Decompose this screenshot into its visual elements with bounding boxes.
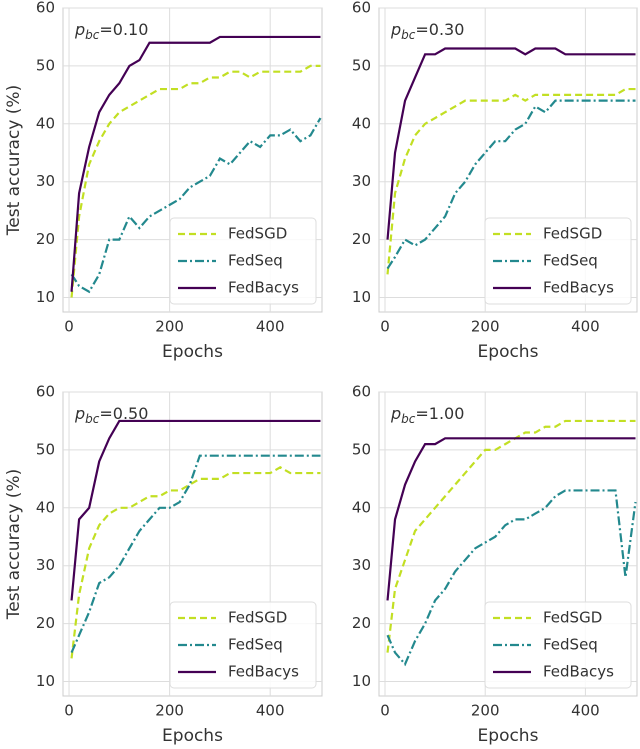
annotation-value: =1.00	[415, 404, 464, 423]
y-tick-label: 10	[36, 672, 55, 690]
legend-box	[484, 601, 632, 689]
line-series	[70, 454, 321, 654]
y-tick-label: 30	[36, 556, 55, 574]
y-tick-label: 30	[352, 172, 371, 190]
y-tick-label: 60	[352, 0, 371, 17]
x-tick-label: 200	[155, 702, 184, 720]
legend-label: FedSeq	[228, 252, 283, 270]
x-tick-label: 400	[256, 702, 285, 720]
x-axis-label: Epochs	[478, 726, 539, 746]
x-tick-label: 200	[471, 318, 500, 336]
y-tick-label: 60	[352, 383, 371, 401]
x-tick-label: 0	[380, 702, 390, 720]
y-tick-label: 10	[36, 288, 55, 306]
annotation: pbc=1.00	[390, 404, 464, 426]
x-tick-label: 200	[471, 702, 500, 720]
line-series	[70, 466, 321, 659]
line-series	[70, 117, 322, 294]
legend-label: FedSeq	[543, 252, 598, 270]
y-tick-label: 20	[36, 230, 55, 248]
legend-box	[169, 217, 317, 305]
annotation-symbol: p	[390, 404, 401, 423]
y-tick-label: 50	[36, 56, 55, 74]
annotation-subscript: bc	[401, 28, 416, 42]
y-tick-label: 10	[352, 672, 371, 690]
x-tick-label: 0	[64, 702, 74, 720]
annotation-symbol: p	[74, 20, 85, 39]
y-tick-label: 10	[352, 288, 371, 306]
y-axis-label: Test accuracy (%)	[4, 469, 24, 620]
y-tick-label: 50	[352, 56, 371, 74]
y-tick-label: 60	[36, 383, 55, 401]
y-tick-label: 20	[352, 614, 371, 632]
x-axis-label: Epochs	[162, 342, 223, 362]
y-tick-label: 60	[36, 0, 55, 17]
x-tick-label: 0	[64, 318, 74, 336]
y-axis-label: Test accuracy (%)	[4, 85, 24, 236]
line-series	[70, 64, 321, 298]
legend-label: FedBacys	[228, 663, 299, 681]
y-tick-label: 40	[36, 114, 55, 132]
legend-label: FedSGD	[228, 225, 287, 243]
line-series	[386, 47, 636, 240]
y-tick-label: 20	[36, 614, 55, 632]
y-tick-label: 40	[36, 498, 55, 516]
legend-box	[484, 217, 632, 305]
x-tick-label: 200	[155, 318, 184, 336]
annotation: pbc=0.30	[390, 20, 464, 42]
annotation: pbc=0.10	[74, 20, 148, 42]
y-tick-label: 50	[36, 440, 55, 458]
y-tick-label: 50	[352, 440, 371, 458]
line-series	[386, 489, 637, 667]
annotation-value: =0.30	[415, 20, 464, 39]
legend-box	[169, 601, 317, 689]
x-tick-label: 400	[571, 318, 600, 336]
annotation-value: =0.50	[99, 404, 148, 423]
annotation-subscript: bc	[401, 412, 416, 426]
x-tick-label: 0	[380, 318, 390, 336]
y-tick-label: 40	[352, 114, 371, 132]
y-tick-label: 20	[352, 230, 371, 248]
annotation-subscript: bc	[85, 28, 100, 42]
annotation-subscript: bc	[85, 412, 100, 426]
legend-label: FedSeq	[228, 636, 283, 654]
legend-label: FedBacys	[228, 279, 299, 297]
legend-label: FedBacys	[543, 663, 614, 681]
annotation-value: =0.10	[99, 20, 148, 39]
line-series	[386, 99, 636, 270]
y-tick-label: 30	[352, 556, 371, 574]
legend-label: FedBacys	[543, 279, 614, 297]
legend-label: FedSGD	[228, 609, 287, 627]
x-tick-label: 400	[571, 702, 600, 720]
legend-label: FedSGD	[543, 225, 602, 243]
line-series	[386, 87, 636, 275]
line-series	[70, 35, 321, 292]
annotation-symbol: p	[390, 20, 401, 39]
x-tick-label: 400	[256, 318, 285, 336]
y-tick-label: 30	[36, 172, 55, 190]
annotation: pbc=0.50	[74, 404, 148, 426]
legend-label: FedSGD	[543, 609, 602, 627]
line-series	[70, 419, 321, 601]
annotation-symbol: p	[74, 404, 85, 423]
y-tick-label: 40	[352, 498, 371, 516]
line-series	[386, 437, 636, 601]
line-series	[386, 419, 636, 653]
legend-label: FedSeq	[543, 636, 598, 654]
x-axis-label: Epochs	[162, 726, 223, 746]
x-axis-label: Epochs	[478, 342, 539, 362]
